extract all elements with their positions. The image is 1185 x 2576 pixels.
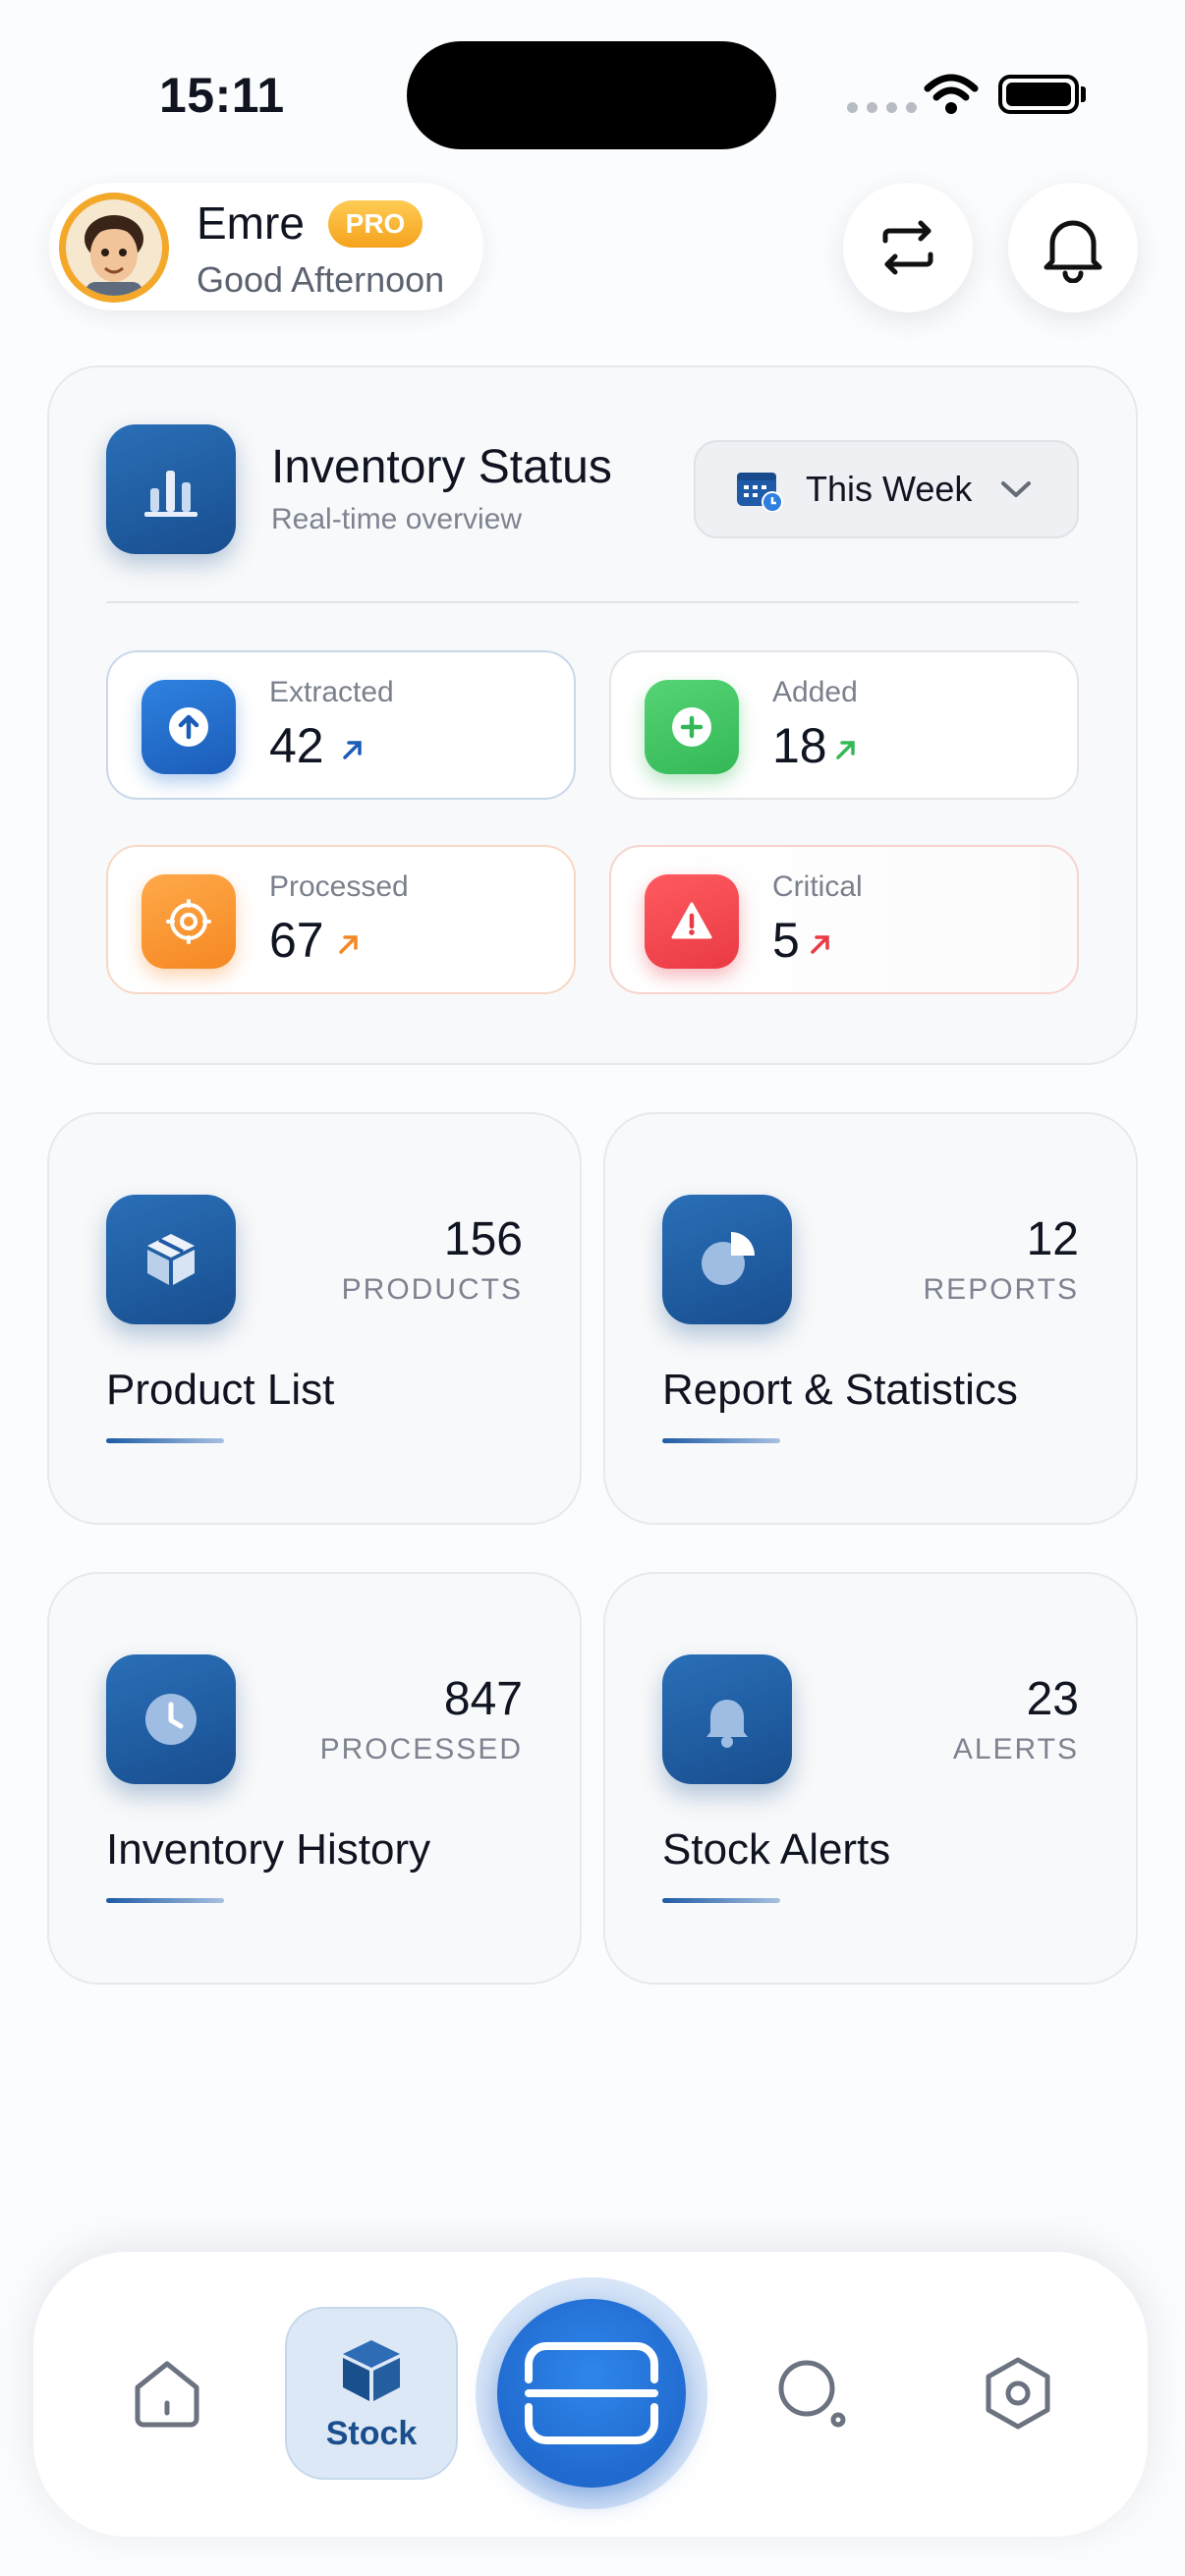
- history-title: Inventory History: [106, 1825, 431, 1874]
- stat-processed-label: Processed: [269, 870, 409, 903]
- feature-card-product-list[interactable]: 156 PRODUCTS Product List: [47, 1112, 582, 1525]
- period-selected-value: This Week: [806, 469, 973, 509]
- trend-up-icon: [811, 935, 829, 954]
- chevron-down-icon: [1001, 481, 1032, 497]
- calendar-icon: [737, 473, 783, 512]
- history-icon-tile: [106, 1654, 236, 1784]
- warning-triangle-icon: [671, 902, 712, 939]
- swap-arrows-icon: [882, 220, 933, 275]
- nav-settings[interactable]: [969, 2344, 1067, 2442]
- nav-stock-label: Stock: [325, 2414, 418, 2452]
- plus-circle-icon: [672, 707, 711, 747]
- history-unit: PROCESSED: [319, 1733, 523, 1765]
- bell-icon: [706, 1700, 748, 1748]
- inventory-status-icon-tile: [106, 424, 236, 554]
- product-list-title: Product List: [106, 1366, 335, 1414]
- notifications-button[interactable]: [1008, 183, 1138, 312]
- stat-extracted[interactable]: Extracted 42: [106, 650, 576, 800]
- clock-icon: [145, 1694, 197, 1745]
- nav-home[interactable]: [118, 2344, 216, 2442]
- nav-search[interactable]: [762, 2344, 861, 2442]
- history-underline: [106, 1898, 224, 1903]
- pie-chart-icon: [702, 1232, 755, 1285]
- box-icon: [147, 1234, 195, 1285]
- stat-critical-label: Critical: [772, 870, 863, 903]
- stat-added-value: 18: [772, 718, 827, 773]
- battery-icon: [998, 75, 1079, 114]
- feature-card-inventory-history[interactable]: 847 PROCESSED Inventory History: [47, 1572, 582, 1985]
- alerts-underline: [662, 1898, 780, 1903]
- avatar-face-icon: [85, 215, 143, 296]
- cellular-signal-icon: [847, 102, 917, 113]
- trend-up-icon: [339, 935, 358, 954]
- report-title: Report & Statistics: [662, 1366, 1018, 1414]
- battery-cap: [1081, 86, 1086, 102]
- settings-icon: [986, 2357, 1050, 2430]
- trend-up-icon: [836, 741, 855, 759]
- stat-critical-value: 5: [772, 913, 800, 968]
- bar-chart-icon: [144, 471, 198, 517]
- nav-stock[interactable]: Stock: [285, 2307, 458, 2480]
- report-count: 12: [1026, 1213, 1079, 1265]
- product-list-icon-tile: [106, 1195, 236, 1324]
- greeting-text: Good Afternoon: [197, 259, 445, 300]
- inventory-status-title: Inventory Status: [271, 441, 612, 493]
- stat-processed[interactable]: Processed 67: [106, 845, 576, 994]
- cube-icon: [343, 2339, 400, 2401]
- user-name: Emre: [197, 197, 305, 249]
- trend-up-icon: [343, 741, 362, 759]
- report-underline: [662, 1438, 780, 1443]
- stat-extracted-value: 42: [269, 718, 324, 773]
- alerts-icon-tile: [662, 1654, 792, 1784]
- dynamic-island: [407, 41, 776, 149]
- report-unit: REPORTS: [923, 1273, 1079, 1306]
- history-count: 847: [443, 1673, 523, 1725]
- status-divider: [106, 601, 1079, 603]
- feature-card-report-statistics[interactable]: 12 REPORTS Report & Statistics: [603, 1112, 1138, 1525]
- product-list-unit: PRODUCTS: [341, 1273, 523, 1306]
- home-icon: [135, 2361, 199, 2428]
- stat-processed-icon-tile: [141, 874, 236, 969]
- stat-critical-icon-tile: [645, 874, 739, 969]
- stat-extracted-label: Extracted: [269, 676, 394, 708]
- pro-badge: PRO: [328, 200, 423, 248]
- stat-added-icon-tile: [645, 680, 739, 774]
- scan-icon: [525, 2342, 658, 2444]
- status-time: 15:11: [159, 68, 285, 123]
- product-list-count: 156: [443, 1213, 523, 1265]
- stat-processed-value: 67: [269, 913, 324, 968]
- arrow-up-circle-icon: [169, 707, 208, 747]
- bell-icon: [1044, 220, 1102, 283]
- product-list-underline: [106, 1438, 224, 1443]
- wifi-icon: [924, 74, 979, 114]
- search-icon: [778, 2360, 846, 2428]
- alerts-title: Stock Alerts: [662, 1825, 891, 1874]
- feature-card-stock-alerts[interactable]: 23 ALERTS Stock Alerts: [603, 1572, 1138, 1985]
- alerts-count: 23: [1026, 1673, 1079, 1725]
- swap-button[interactable]: [843, 183, 973, 312]
- scan-button[interactable]: [497, 2299, 686, 2488]
- inventory-status-subtitle: Real-time overview: [271, 503, 523, 535]
- report-icon-tile: [662, 1195, 792, 1324]
- alerts-unit: ALERTS: [952, 1733, 1079, 1765]
- gear-circle-icon: [166, 899, 211, 944]
- period-dropdown[interactable]: This Week: [694, 440, 1079, 538]
- stat-added-label: Added: [772, 676, 858, 708]
- stat-critical[interactable]: Critical 5: [609, 845, 1079, 994]
- avatar[interactable]: [59, 193, 169, 303]
- stat-extracted-icon-tile: [141, 680, 236, 774]
- stat-added[interactable]: Added 18: [609, 650, 1079, 800]
